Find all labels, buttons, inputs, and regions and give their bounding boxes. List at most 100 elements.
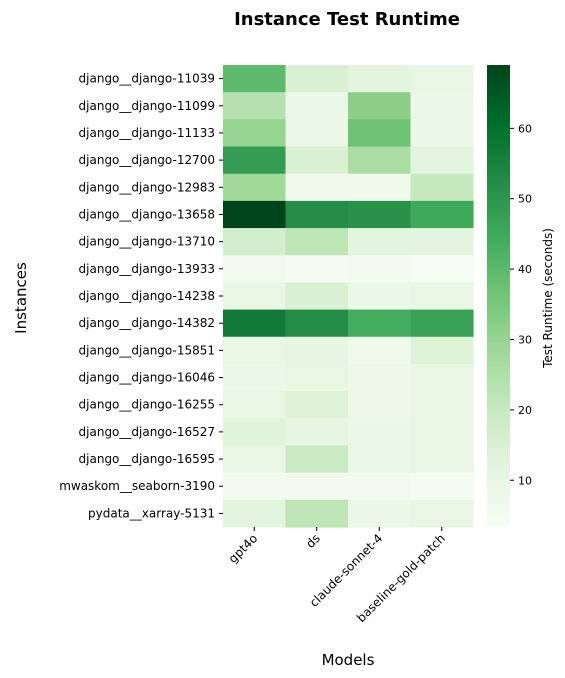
y-tick-label: django__django-14382	[79, 316, 215, 330]
heatmap-cell	[223, 92, 287, 120]
heatmap-cell	[348, 472, 412, 501]
heatmap-cell	[285, 146, 349, 175]
colorbar-ticks: 10 20 30 40 50 60	[510, 122, 532, 487]
colorbar-tick-label: 60	[518, 122, 532, 135]
heatmap-cell	[285, 119, 349, 148]
heatmap-cell	[285, 418, 349, 447]
heatmap-cell	[410, 336, 474, 365]
heatmap-cell	[285, 445, 349, 474]
heatmap-cell	[348, 391, 412, 419]
heatmap-cell	[410, 309, 474, 338]
heatmap-cell	[410, 173, 474, 202]
y-tick-label: mwaskom__seaborn-3190	[59, 479, 215, 493]
colorbar-tick-label: 20	[518, 404, 532, 417]
colorbar-tick-label: 30	[518, 333, 532, 346]
y-tick-label: django__django-13933	[79, 262, 215, 276]
y-tick-label: django__django-16595	[79, 452, 215, 466]
heatmap-cell	[410, 228, 474, 256]
y-tick-label: django__django-11039	[79, 72, 215, 86]
heatmap-cell	[348, 336, 412, 365]
heatmap-cell	[223, 255, 287, 284]
heatmap-cell	[223, 200, 287, 229]
heatmap-cell	[410, 472, 474, 501]
heatmap-cell	[348, 282, 412, 311]
heatmap-cell	[410, 92, 474, 120]
heatmap-cell	[285, 282, 349, 311]
x-tick-label: ds	[303, 531, 323, 551]
heatmap-cell	[285, 255, 349, 284]
heatmap-cell	[223, 336, 287, 365]
heatmap-cell	[285, 92, 349, 120]
heatmap-cell	[223, 309, 287, 338]
heatmap-cell	[223, 391, 287, 419]
y-tick-label: django__django-14238	[79, 289, 215, 303]
heatmap-cell	[285, 228, 349, 256]
heatmap-cell	[285, 336, 349, 365]
y-tick-label: django__django-12983	[79, 180, 215, 194]
y-tick-label: django__django-11133	[79, 126, 215, 140]
heatmap-cell	[223, 228, 287, 256]
colorbar	[487, 65, 510, 526]
heatmap-cell	[348, 445, 412, 474]
y-tick-labels: django__django-11039 django__django-11099…	[59, 72, 223, 520]
heatmap-cell	[285, 499, 349, 528]
heatmap-cell	[410, 282, 474, 311]
heatmap-cell	[348, 363, 412, 392]
heatmap-cell	[348, 499, 412, 528]
heatmap-cell	[410, 200, 474, 229]
heatmap-cell	[223, 445, 287, 474]
colorbar-tick-label: 10	[518, 474, 532, 487]
heatmap-cell	[223, 119, 287, 148]
heatmap-cell	[410, 146, 474, 175]
heatmap-cell	[348, 65, 412, 93]
heatmap-cell	[223, 146, 287, 175]
heatmap-cell	[223, 418, 287, 447]
y-tick-label: django__django-15851	[79, 343, 215, 357]
heatmap-cell	[410, 65, 474, 93]
x-tick-labels: gpt4o dsclaude-sonnet-4baseline-gold-patc…	[226, 527, 448, 625]
heatmap-cell	[285, 65, 349, 93]
colorbar-label: Test Runtime (seconds)	[541, 228, 555, 369]
heatmap-cell	[223, 173, 287, 202]
y-tick-label: django__django-16046	[79, 371, 215, 385]
y-axis-label: Instances	[12, 262, 30, 334]
heatmap-cell	[223, 363, 287, 392]
heatmap-cells	[223, 65, 474, 528]
x-axis-label: Models	[322, 651, 375, 669]
heatmap-cell	[223, 282, 287, 311]
heatmap-cell	[348, 228, 412, 256]
heatmap-cell	[410, 391, 474, 419]
heatmap-cell	[410, 119, 474, 148]
heatmap-cell	[285, 363, 349, 392]
heatmap-cell	[223, 499, 287, 528]
heatmap-cell	[348, 146, 412, 175]
heatmap-cell	[348, 309, 412, 338]
heatmap-cell	[410, 499, 474, 528]
heatmap-cell	[348, 418, 412, 447]
heatmap-cell	[348, 173, 412, 202]
heatmap-cell	[348, 200, 412, 229]
colorbar-tick-label: 40	[518, 263, 532, 276]
heatmap-cell	[285, 309, 349, 338]
y-tick-label: django__django-13710	[79, 235, 215, 249]
y-tick-label: pydata__xarray-5131	[88, 506, 215, 520]
y-tick-label: django__django-16255	[79, 398, 215, 412]
y-tick-label: django__django-16527	[79, 425, 215, 439]
x-tick-label: gpt4o	[226, 531, 261, 566]
colorbar-tick-label: 50	[518, 193, 532, 206]
chart-title: Instance Test Runtime	[234, 9, 460, 30]
heatmap-cell	[285, 200, 349, 229]
heatmap-cell	[410, 445, 474, 474]
heatmap-cell	[348, 119, 412, 148]
heatmap-cell	[223, 65, 287, 93]
heatmap-cell	[410, 418, 474, 447]
y-tick-label: django__django-13658	[79, 207, 215, 221]
heatmap-cell	[285, 173, 349, 202]
heatmap-cell	[410, 363, 474, 392]
heatmap-cell	[285, 391, 349, 419]
heatmap-cell	[223, 472, 287, 501]
heatmap-cell	[410, 255, 474, 284]
heatmap-cell	[285, 472, 349, 501]
heatmap-cell	[348, 92, 412, 120]
